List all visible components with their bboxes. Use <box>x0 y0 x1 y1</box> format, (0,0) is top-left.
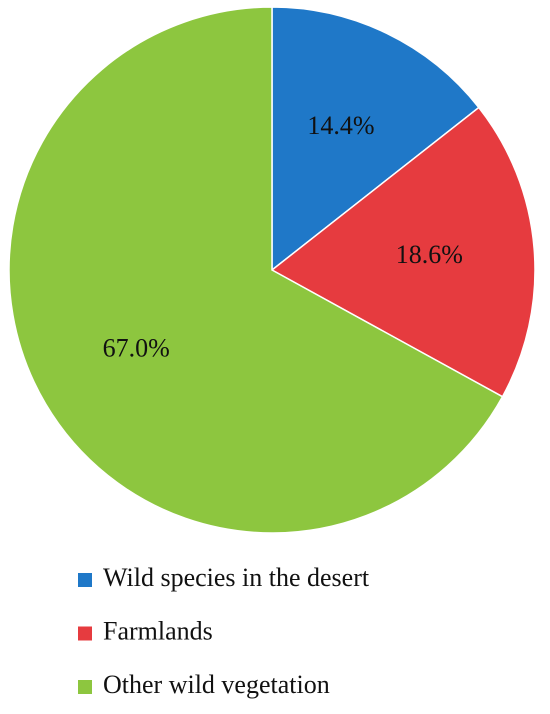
data-label: 18.6% <box>396 240 463 269</box>
legend-label: Wild species in the desert <box>103 563 370 592</box>
legend-marker <box>78 573 92 587</box>
pie-slice <box>270 106 536 398</box>
legend-label: Farmlands <box>103 616 213 645</box>
data-label: 14.4% <box>307 111 374 140</box>
legend-marker <box>78 680 92 694</box>
data-label: 67.0% <box>103 333 170 362</box>
legend-label: Other wild vegetation <box>103 670 330 699</box>
pie-slice <box>271 6 480 272</box>
pie-slice <box>8 6 504 534</box>
legend-marker <box>78 626 92 641</box>
